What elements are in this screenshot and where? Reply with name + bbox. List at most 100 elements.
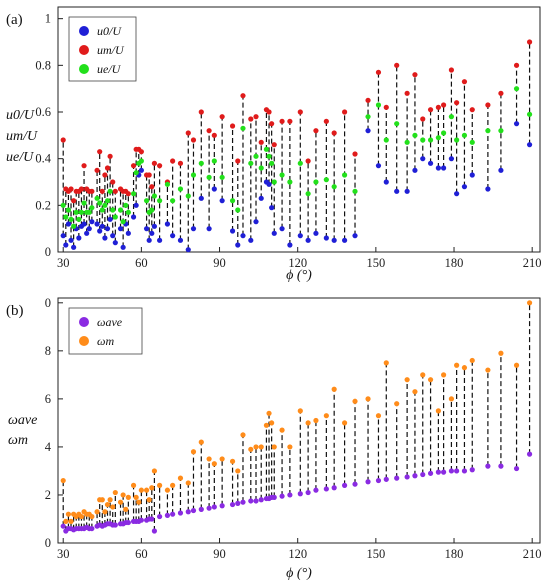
data-point-series-2: [206, 128, 212, 134]
data-point-series-2: [138, 149, 144, 155]
data-point-series-2: [157, 163, 163, 169]
data-point-series-1: [420, 471, 426, 478]
data-point-series-2: [266, 109, 272, 115]
data-point-series-2: [352, 151, 358, 157]
data-point-series-3: [157, 198, 163, 204]
x-axis-label-b: ϕ (°): [286, 566, 312, 581]
data-point-series-1: [352, 481, 358, 487]
data-point-series-3: [107, 188, 113, 194]
data-point-series-2: [94, 509, 100, 515]
data-point-series-2: [146, 497, 152, 503]
data-point-series-3: [365, 114, 371, 120]
data-point-series-2: [461, 365, 468, 371]
data-point-series-3: [133, 170, 139, 176]
data-point-series-1: [469, 172, 475, 178]
x-axis-label-a: ϕ (°): [286, 268, 312, 283]
data-point-series-2: [435, 104, 441, 110]
data-point-series-1: [248, 237, 254, 243]
data-point-series-2: [123, 506, 129, 512]
data-point-series-2: [219, 456, 225, 462]
data-point-series-2: [404, 90, 410, 96]
data-point-series-1: [253, 219, 259, 225]
data-point-series-1: [313, 487, 319, 493]
y-label-line-1: u0/U: [6, 108, 35, 123]
data-point-series-1: [117, 226, 124, 232]
data-point-series-1: [112, 240, 118, 246]
data-point-series-2: [258, 444, 264, 450]
data-point-series-2: [170, 158, 176, 164]
data-point-series-3: [435, 135, 441, 141]
data-point-series-3: [313, 179, 319, 185]
data-point-series-3: [117, 207, 124, 213]
data-point-series-1: [323, 235, 329, 241]
data-point-series-3: [235, 207, 241, 213]
data-point-series-1: [287, 242, 293, 248]
legend-swatch-um: [79, 45, 89, 55]
data-point-series-1: [63, 242, 69, 248]
plot-frame-a: [57, 6, 541, 253]
data-point-series-1: [323, 486, 329, 492]
data-point-series-2: [68, 518, 74, 524]
data-point-series-2: [313, 417, 319, 424]
data-point-series-1: [151, 528, 157, 534]
data-point-series-2: [104, 165, 111, 171]
data-point-series-3: [341, 172, 348, 178]
data-point-series-3: [170, 198, 176, 204]
data-point-series-1: [469, 467, 475, 473]
x-tick-label: 30: [57, 547, 70, 561]
data-point-series-2: [107, 153, 113, 159]
y-axis-b: 0 2 4 6 8 0: [45, 296, 63, 550]
data-point-series-1: [149, 516, 155, 522]
data-point-series-2: [136, 499, 142, 505]
data-point-series-1: [211, 186, 217, 192]
data-point-series-2: [157, 482, 163, 488]
data-point-series-1: [164, 512, 171, 518]
data-point-series-1: [235, 500, 241, 506]
x-tick-label: 180: [445, 256, 464, 270]
data-point-series-3: [240, 125, 246, 131]
data-point-series-3: [513, 86, 520, 92]
data-point-series-1: [404, 474, 410, 480]
data-point-series-3: [102, 202, 108, 208]
data-point-series-2: [383, 104, 389, 110]
data-point-series-2: [177, 160, 184, 166]
data-point-series-3: [73, 209, 79, 215]
data-point-series-2: [420, 372, 426, 378]
data-point-series-2: [441, 372, 447, 378]
data-point-series-2: [149, 485, 155, 491]
legend-b: ωave ωm: [68, 307, 143, 355]
data-point-series-1: [341, 237, 348, 243]
data-point-series-3: [394, 121, 400, 127]
y-tick-label: 6: [45, 392, 51, 406]
data-point-series-2: [102, 172, 108, 178]
data-point-series-1: [248, 498, 254, 504]
data-point-series-2: [341, 109, 348, 115]
data-point-series-2: [375, 69, 382, 75]
data-point-series-2: [461, 79, 468, 85]
data-point-series-2: [269, 420, 275, 426]
y-tick-label: 8: [45, 344, 51, 358]
data-point-series-1: [138, 167, 144, 173]
data-point-series-3: [248, 160, 254, 166]
data-point-series-1: [94, 221, 100, 227]
data-point-series-2: [271, 444, 277, 450]
data-point-series-1: [485, 186, 491, 192]
data-point-series-3: [143, 198, 150, 204]
data-point-series-1: [164, 221, 171, 227]
panel-label-b: (b): [6, 303, 24, 319]
data-point-series-1: [229, 501, 236, 508]
y-tick-label: 0: [45, 245, 51, 259]
data-point-series-1: [375, 477, 382, 484]
legend-box-b: [68, 307, 143, 355]
data-point-series-2: [427, 107, 434, 113]
data-point-series-2: [60, 137, 66, 143]
data-point-series-1: [149, 230, 155, 236]
data-point-series-2: [435, 408, 441, 414]
data-point-series-1: [383, 476, 389, 482]
data-point-series-1: [84, 230, 90, 236]
legend-label-omega-ave: ωave: [97, 315, 123, 329]
data-point-series-1: [198, 195, 204, 201]
data-point-series-1: [206, 226, 212, 232]
data-point-series-2: [469, 107, 475, 113]
data-point-series-1: [89, 525, 95, 532]
